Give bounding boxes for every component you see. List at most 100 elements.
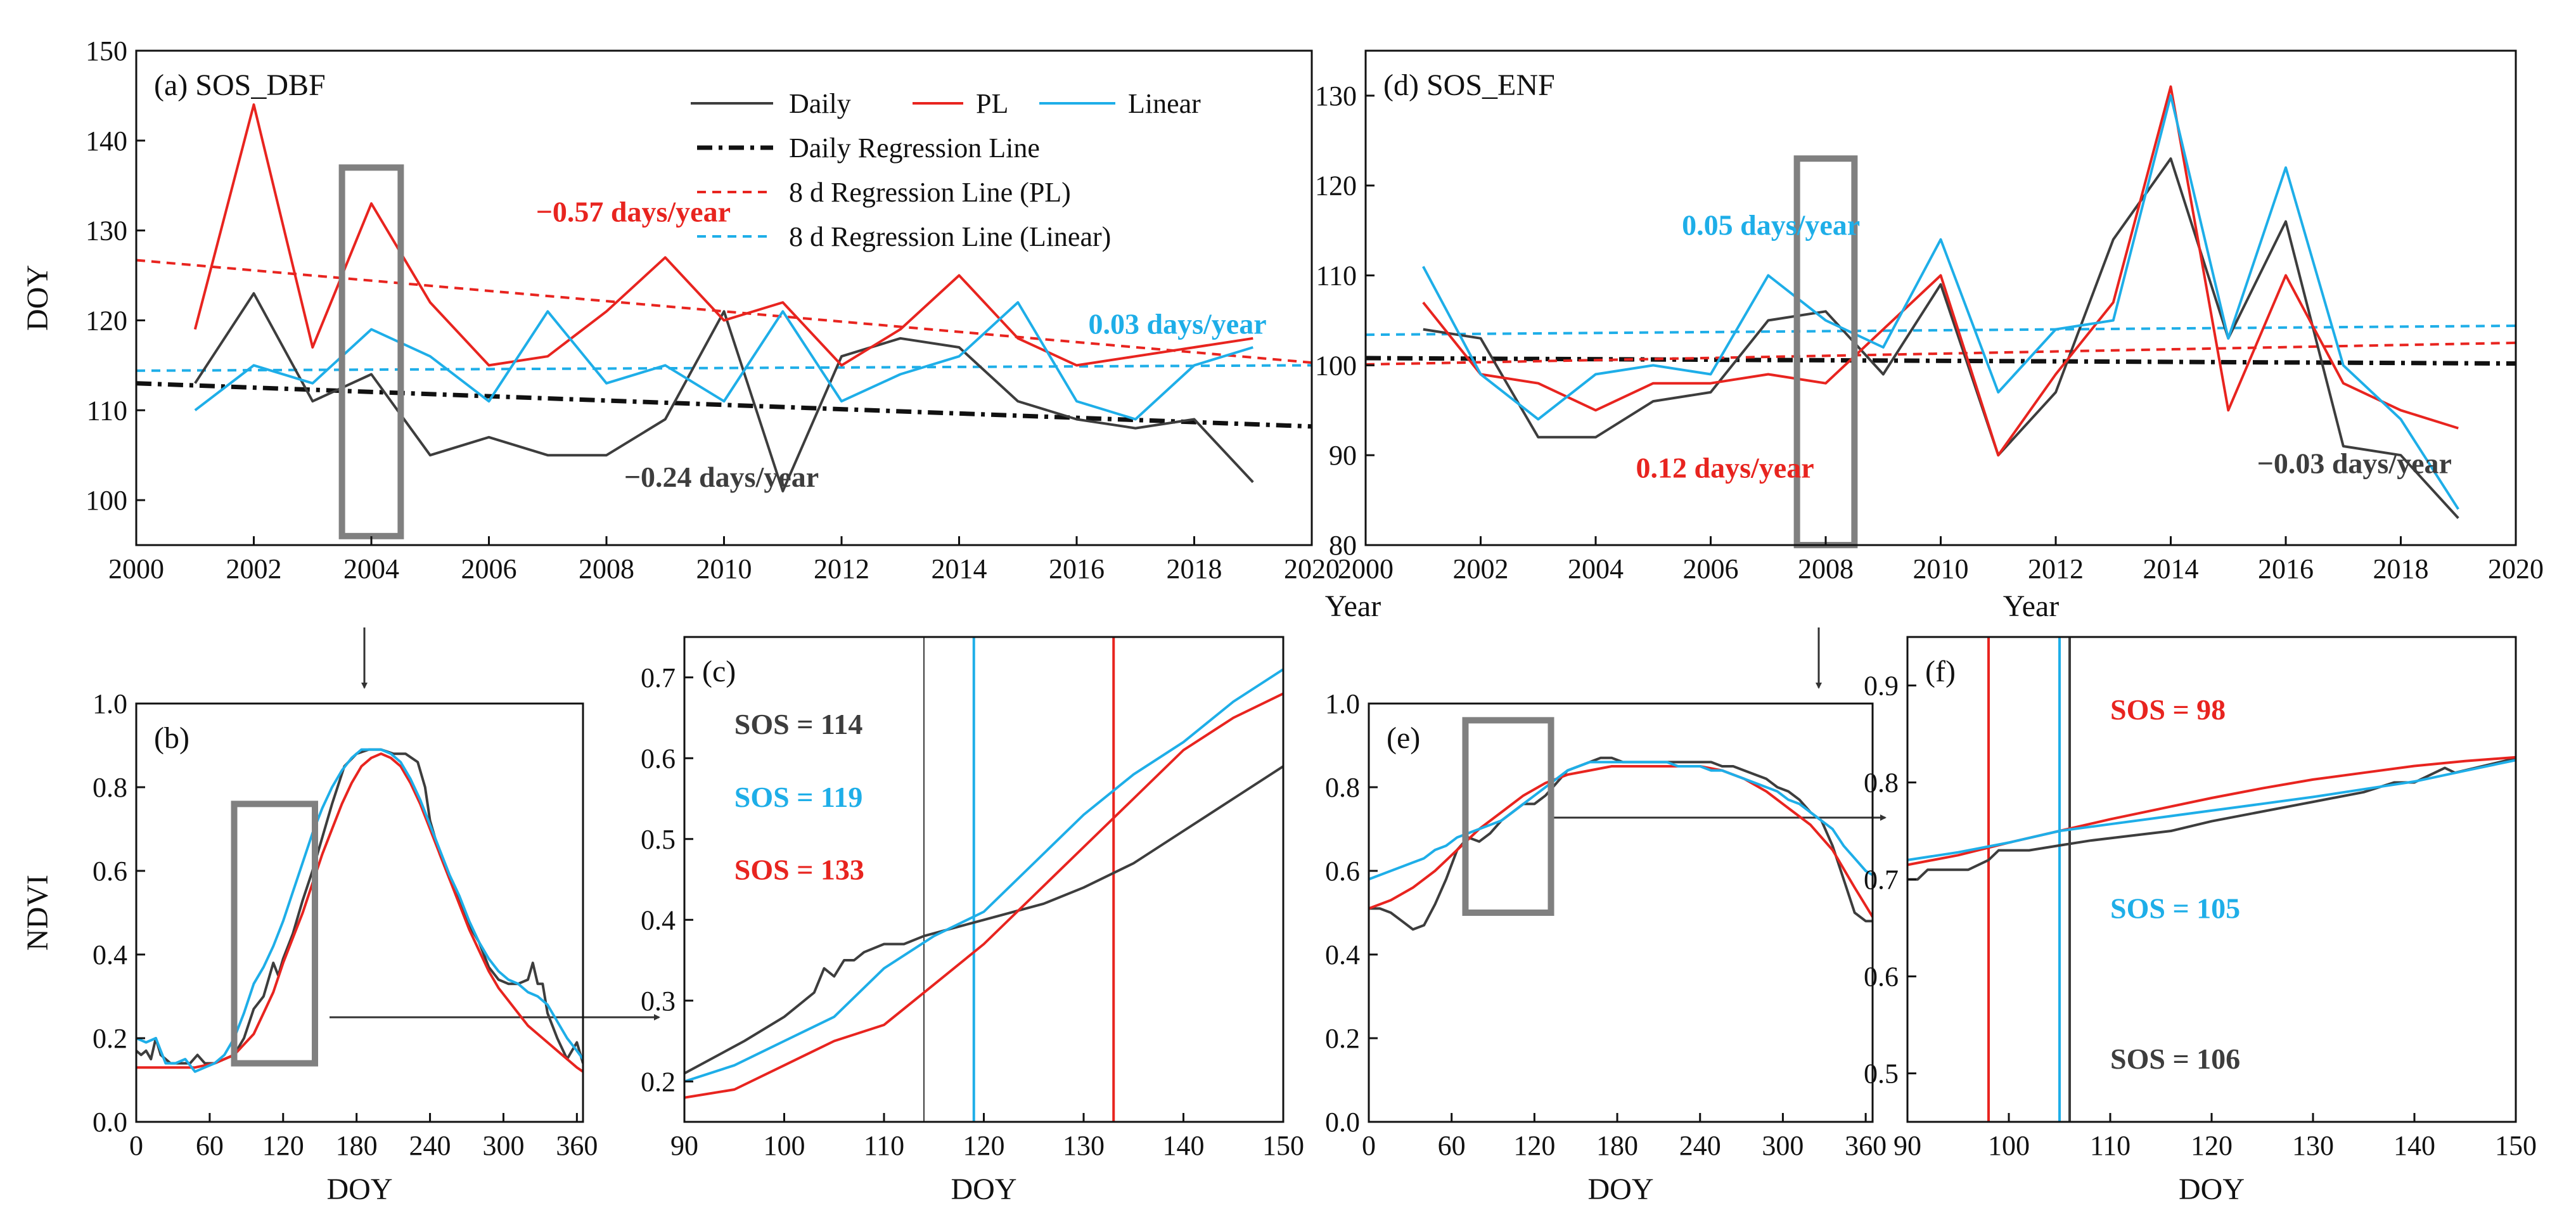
legend-daily-reg-label: Daily Regression Line xyxy=(789,132,1040,164)
x-tick-label: 150 xyxy=(1262,1130,1304,1161)
y-tick-label: 90 xyxy=(1329,440,1357,471)
y-tick-label: 0.8 xyxy=(93,772,127,803)
plot-area xyxy=(1366,85,2516,519)
annotation-daily: −0.03 days/year xyxy=(2257,447,2452,480)
x-tick-label: 2004 xyxy=(1568,553,1624,584)
annotation-linear: SOS = 119 xyxy=(734,781,863,813)
panel-label: (b) xyxy=(154,721,189,755)
x-tick-label: 2016 xyxy=(1049,553,1105,584)
x-tick-label: 0 xyxy=(129,1130,143,1161)
x-axis-title: DOY xyxy=(327,1173,393,1206)
panel-label: (a) SOS_DBF xyxy=(154,68,326,102)
y-tick-label: 130 xyxy=(86,215,127,247)
y-tick-label: 0.6 xyxy=(641,743,676,774)
x-tick-label: 2006 xyxy=(461,553,517,584)
series-line-daily xyxy=(684,765,1283,1075)
series-line-pl xyxy=(1422,85,2459,457)
series-line-pl xyxy=(136,752,583,1073)
x-tick-label: 60 xyxy=(1438,1130,1466,1161)
x-tick-label: 2002 xyxy=(1453,553,1509,584)
y-tick-label: 0.3 xyxy=(641,986,676,1017)
chart-panel-b: 0 60 120 180 240 300 360 0.0 0.2 0.4 0.6 0.8 1.0 DOY N… xyxy=(21,688,598,1206)
y-tick-label: 1.0 xyxy=(93,688,127,719)
plot-area xyxy=(136,748,583,1073)
x-tick-label: 90 xyxy=(670,1130,698,1161)
panel-label: (c) xyxy=(702,655,736,688)
highlight-box xyxy=(338,164,404,539)
y-tick-label: 0.4 xyxy=(1325,939,1360,970)
y-tick-label: 110 xyxy=(1316,260,1357,292)
x-tick-label: 360 xyxy=(556,1130,598,1161)
x-tick-label: 130 xyxy=(2292,1130,2334,1161)
x-tick-label: 300 xyxy=(482,1130,524,1161)
y-tick-label: 0.0 xyxy=(1325,1107,1360,1138)
y-tick-label: 0.6 xyxy=(1325,856,1360,887)
regression-line-daily_reg xyxy=(1366,356,2516,366)
x-axis-title: Year xyxy=(1325,589,1381,623)
y-tick-label: 0.4 xyxy=(93,939,127,970)
y-tick-label: 120 xyxy=(86,305,127,336)
y-tick-label: 130 xyxy=(1315,80,1357,112)
y-tick-label: 0.2 xyxy=(93,1023,127,1054)
x-tick-label: 90 xyxy=(1894,1130,1921,1161)
annotation-linear: SOS = 105 xyxy=(2110,892,2240,925)
annotation-linear: 0.03 days/year xyxy=(1089,308,1267,340)
x-tick-label: 100 xyxy=(1988,1130,2030,1161)
x-tick-label: 2014 xyxy=(932,553,987,584)
series-line-pl xyxy=(1369,765,1873,918)
y-tick-label: 0.2 xyxy=(1325,1023,1360,1054)
legend-linear-label: Linear xyxy=(1128,88,1201,119)
y-tick-label: 0.5 xyxy=(641,824,676,855)
regression-line-linear_reg xyxy=(1366,324,2516,337)
y-tick-label: 0.8 xyxy=(1864,768,1899,799)
y-tick-label: 0.2 xyxy=(641,1066,676,1097)
axes-frame xyxy=(135,702,584,1123)
series-line-linear xyxy=(684,668,1283,1083)
y-tick-label: 150 xyxy=(86,35,127,67)
series-line-linear xyxy=(1907,759,2516,861)
y-tick-label: 0.0 xyxy=(93,1107,127,1138)
series-line-daily xyxy=(1907,757,2516,881)
x-tick-label: 2018 xyxy=(2373,553,2429,584)
axes-frame xyxy=(1368,702,1874,1123)
plot-area xyxy=(136,103,1312,492)
x-tick-label: 2012 xyxy=(814,553,869,584)
series-line-linear xyxy=(194,301,1253,421)
series-line-daily xyxy=(1423,157,2459,519)
x-tick-label: 180 xyxy=(336,1130,378,1161)
panel-label: (d) SOS_ENF xyxy=(1383,68,1555,102)
x-tick-label: 360 xyxy=(1845,1130,1887,1161)
series-line-daily xyxy=(194,292,1254,492)
y-tick-label: 110 xyxy=(87,395,127,426)
annotation-pl: 0.12 days/year xyxy=(1636,452,1814,484)
chart-panel-d: 2000 2002 2004 2006 2008 2010 2012 2014 2016 2018… xyxy=(1315,49,2544,623)
y-axis-title: DOY xyxy=(21,265,54,331)
y-tick-label: 120 xyxy=(1315,170,1357,202)
annotation-pl: SOS = 133 xyxy=(734,854,864,886)
y-tick-label: 0.7 xyxy=(1864,865,1899,896)
x-tick-label: 140 xyxy=(1163,1130,1205,1161)
legend-daily-label: Daily xyxy=(789,88,851,119)
x-tick-label: 2000 xyxy=(1338,553,1394,584)
y-tick-label: 80 xyxy=(1329,530,1357,561)
y-tick-label: 0.5 xyxy=(1864,1058,1899,1090)
x-tick-label: 2016 xyxy=(2258,553,2314,584)
x-tick-label: 2014 xyxy=(2143,553,2199,584)
x-tick-label: 110 xyxy=(864,1130,904,1161)
chart-panel-c: 90 100 110 120 130 140 150 0.2 0.3 0.4 0.5 0.6 0.7 DO… xyxy=(641,636,1304,1206)
series-line-linear xyxy=(1422,94,2459,510)
series-line-linear xyxy=(1369,761,1873,881)
x-tick-label: 2002 xyxy=(226,553,282,584)
plot-area xyxy=(684,637,1283,1122)
x-tick-label: 2020 xyxy=(2488,553,2544,584)
annotation-daily: −0.24 days/year xyxy=(624,461,819,493)
x-tick-label: 2004 xyxy=(343,553,399,584)
y-tick-label: 140 xyxy=(86,125,127,157)
x-tick-label: 120 xyxy=(2191,1130,2233,1161)
y-axis-title: NDVI xyxy=(21,875,54,951)
x-tick-label: 120 xyxy=(963,1130,1005,1161)
legend-pl-reg-label: 8 d Regression Line (PL) xyxy=(789,177,1071,208)
series-line-pl xyxy=(193,103,1253,367)
panel-connectors xyxy=(330,627,1887,1020)
y-tick-label: 0.7 xyxy=(641,662,676,693)
